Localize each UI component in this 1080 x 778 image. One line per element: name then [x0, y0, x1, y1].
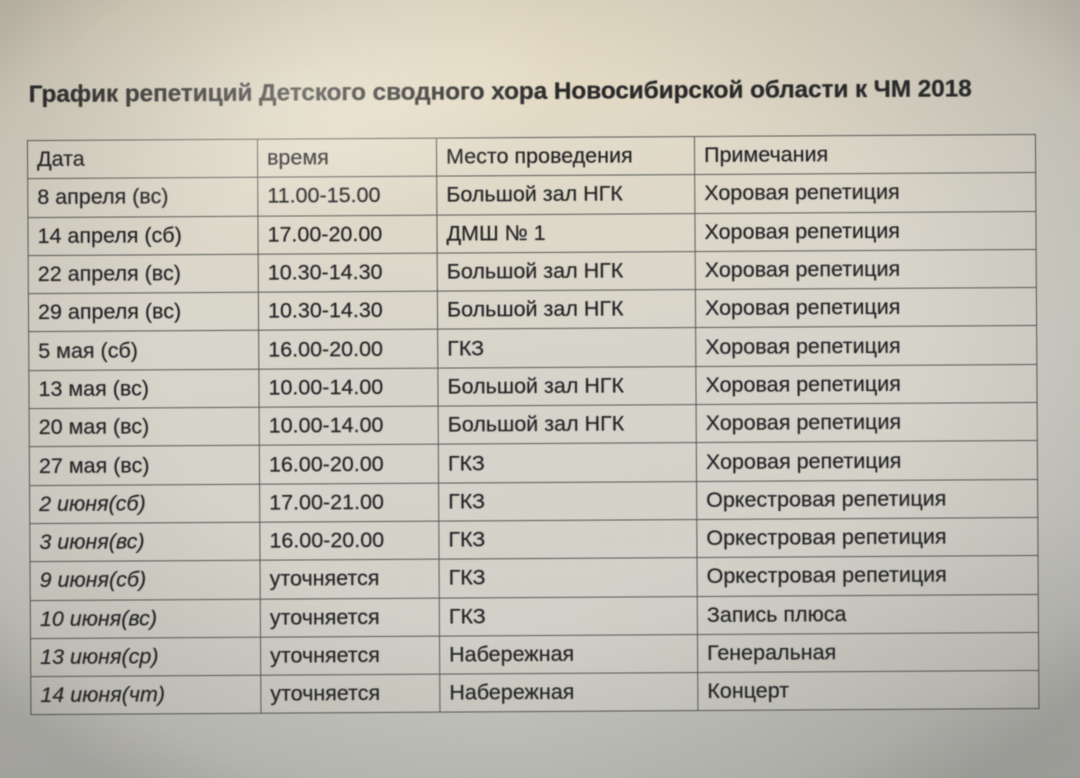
cell-date: 22 апреля (вс): [28, 254, 259, 294]
cell-time: 16.00-20.00: [258, 329, 438, 369]
cell-time: 10.00-14.00: [258, 367, 439, 408]
table-row: 10 июня(вс) уточняется ГКЗ Запись плюса: [30, 594, 1039, 639]
cell-note: Хоровая репетиция: [695, 364, 1038, 405]
cell-date: 14 апреля (сб): [27, 215, 259, 256]
cell-date: 13 июня(ср): [30, 637, 261, 677]
table-header-row: Дата время Место проведения Примечания: [27, 134, 1036, 179]
cell-place: Большой зал НГК: [438, 404, 697, 445]
cell-time: 16.00-20.00: [259, 444, 439, 484]
cell-date: 29 апреля (вс): [28, 292, 259, 333]
cell-time: 11.00-15.00: [257, 176, 437, 216]
table-row: 8 апреля (вс) 11.00-15.00 Большой зал НГК Х…: [27, 172, 1036, 218]
cell-place: ГКЗ: [438, 519, 698, 560]
rehearsal-schedule-table: Дата время Место проведения Примечания 8…: [26, 133, 1040, 716]
table-row: 29 апреля (вс) 10.30-14.30 Большой зал НГК…: [28, 287, 1037, 333]
cell-place: ГКЗ: [439, 557, 698, 598]
cell-date: 13 мая (вс): [28, 368, 260, 409]
cell-time: 10.00-14.00: [259, 406, 439, 446]
cell-date: 2 июня(сб): [29, 483, 260, 524]
cell-place: ГКЗ: [438, 481, 697, 522]
cell-note: Хоровая репетиция: [695, 249, 1037, 290]
cell-date: 5 мая (сб): [28, 330, 259, 371]
cell-date: 14 июня(чт): [30, 675, 261, 716]
cell-date: 20 мая (вс): [29, 407, 260, 447]
cell-place: Набережная: [439, 672, 698, 713]
cell-time: уточняется: [260, 674, 440, 714]
column-header-place: Место проведения: [436, 136, 695, 177]
table-body: 8 апреля (вс) 11.00-15.00 Большой зал НГК Х…: [27, 172, 1039, 716]
table-row: 27 мая (вс) 16.00-20.00 ГКЗ Хоровая репетиц…: [29, 440, 1038, 486]
cell-time: 17.00-20.00: [257, 214, 438, 255]
table-row: 14 апреля (сб) 17.00-20.00 ДМШ № 1 Хоровая …: [27, 211, 1037, 256]
cell-place: ГКЗ: [437, 328, 696, 368]
cell-date: 9 июня(сб): [30, 560, 261, 601]
cell-time: 16.00-20.00: [259, 521, 440, 561]
cell-note: Запись плюса: [697, 594, 1039, 635]
column-header-date: Дата: [27, 139, 258, 179]
cell-note: Оркестровая репетиция: [696, 479, 1038, 520]
table-row: 5 мая (сб) 16.00-20.00 ГКЗ Хоровая репетици…: [28, 325, 1037, 371]
cell-time: уточняется: [260, 635, 440, 676]
column-header-note: Примечания: [694, 134, 1036, 175]
cell-time: 10.30-14.30: [258, 253, 438, 293]
cell-note: Хоровая репетиция: [695, 287, 1037, 329]
cell-note: Концерт: [697, 670, 1039, 711]
table-row: 3 июня(вс) 16.00-20.00 ГКЗ Оркестровая репе…: [29, 517, 1039, 562]
cell-place: ГКЗ: [438, 442, 697, 483]
table-row: 13 мая (вс) 10.00-14.00 Большой зал НГК Хор…: [28, 364, 1038, 409]
cell-date: 27 мая (вс): [29, 445, 260, 486]
cell-note: Генеральная: [697, 632, 1039, 673]
cell-place: ДМШ № 1: [436, 213, 696, 254]
column-header-time: время: [257, 138, 437, 178]
cell-time: уточняется: [260, 559, 440, 599]
cell-note: Хоровая репетиция: [695, 325, 1037, 367]
cell-place: Набережная: [439, 634, 698, 675]
cell-place: Большой зал НГК: [437, 289, 696, 330]
cell-note: Хоровая репетиция: [694, 172, 1036, 214]
table-row: 13 июня(ср) уточняется Набережная Генеральн…: [30, 632, 1039, 677]
cell-time: 10.30-14.30: [258, 291, 438, 331]
cell-date: 10 июня(вс): [30, 598, 261, 639]
cell-date: 3 июня(вс): [29, 522, 261, 562]
cell-note: Оркестровая репетиция: [697, 555, 1039, 597]
table-row: 2 июня(сб) 17.00-21.00 ГКЗ Оркестровая репе…: [29, 479, 1038, 524]
cell-place: ГКЗ: [439, 596, 698, 636]
cell-time: 17.00-21.00: [259, 482, 439, 523]
table-row: 20 мая (вс) 10.00-14.00 Большой зал НГК Хор…: [29, 402, 1038, 447]
cell-place: Большой зал НГК: [436, 174, 695, 215]
cell-time: уточняется: [260, 597, 440, 638]
cell-note: Хоровая репетиция: [694, 211, 1037, 252]
cell-place: Большой зал НГК: [437, 251, 696, 292]
table-row: 22 апреля (вс) 10.30-14.30 Большой зал НГК…: [28, 249, 1037, 294]
cell-note: Хоровая репетиция: [696, 440, 1038, 482]
cell-note: Оркестровая репетиция: [696, 517, 1039, 558]
page-title: График репетиций Детского сводного хора …: [28, 75, 972, 109]
cell-date: 8 апреля (вс): [27, 177, 258, 218]
cell-place: Большой зал НГК: [437, 366, 697, 407]
cell-note: Хоровая репетиция: [696, 402, 1038, 443]
table-row: 14 июня(чт) уточняется Набережная Концерт: [30, 670, 1039, 716]
table-row: 9 июня(сб) уточняется ГКЗ Оркестровая репет…: [30, 555, 1039, 601]
